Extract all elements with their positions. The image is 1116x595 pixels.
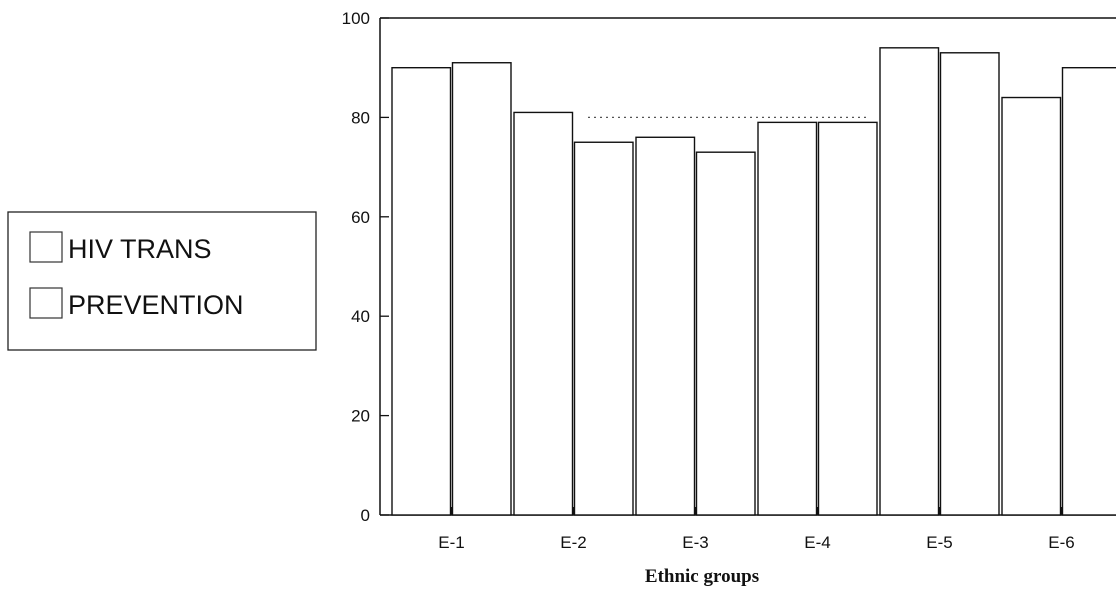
- bar-hiv-trans-e-1: [391, 66, 452, 516]
- bar-hiv-trans-e-3: [635, 136, 696, 516]
- bar-prevention-e-1: [451, 62, 512, 516]
- y-tick-label-40: 40: [351, 307, 370, 326]
- x-tick-label-e-6: E-6: [1048, 533, 1074, 552]
- bar-prevention-e-4: [817, 121, 878, 516]
- x-tick-label-e-5: E-5: [926, 533, 952, 552]
- x-tick-label-e-1: E-1: [438, 533, 464, 552]
- y-tick-label-80: 80: [351, 108, 370, 127]
- x-tick-label-e-2: E-2: [560, 533, 586, 552]
- bar-hiv-trans-e-2: [513, 111, 574, 516]
- y-tick-label-0: 0: [361, 506, 370, 525]
- legend: HIV TRANS PREVENTION: [7, 211, 317, 351]
- bar-hiv-trans-e-5: [879, 47, 940, 516]
- y-tick-label-60: 60: [351, 208, 370, 227]
- legend-label-hiv-trans: HIV TRANS: [68, 234, 212, 264]
- x-tick-label-e-3: E-3: [682, 533, 708, 552]
- y-tick-label-20: 20: [351, 407, 370, 426]
- bar-prevention-e-6: [1061, 66, 1116, 516]
- y-tick-label-100: 100: [342, 9, 370, 28]
- legend-label-prevention: PREVENTION: [68, 290, 244, 320]
- legend-swatch-prevention: [29, 287, 63, 319]
- bar-prevention-e-2: [573, 141, 634, 516]
- bar-hiv-trans-e-4: [757, 121, 818, 516]
- plot-area: 0 20 40 60 80 100 E-1 E-2 E-3 E-4 E-5 E-6: [342, 9, 1116, 552]
- bar-prevention-e-3: [695, 151, 756, 516]
- x-tick-label-e-4: E-4: [804, 533, 830, 552]
- bar-prevention-e-5: [939, 52, 1000, 516]
- legend-swatch-hiv-trans: [29, 231, 63, 263]
- bar-hiv-trans-e-6: [1001, 96, 1062, 516]
- x-axis-title: Ethnic groups: [645, 566, 759, 587]
